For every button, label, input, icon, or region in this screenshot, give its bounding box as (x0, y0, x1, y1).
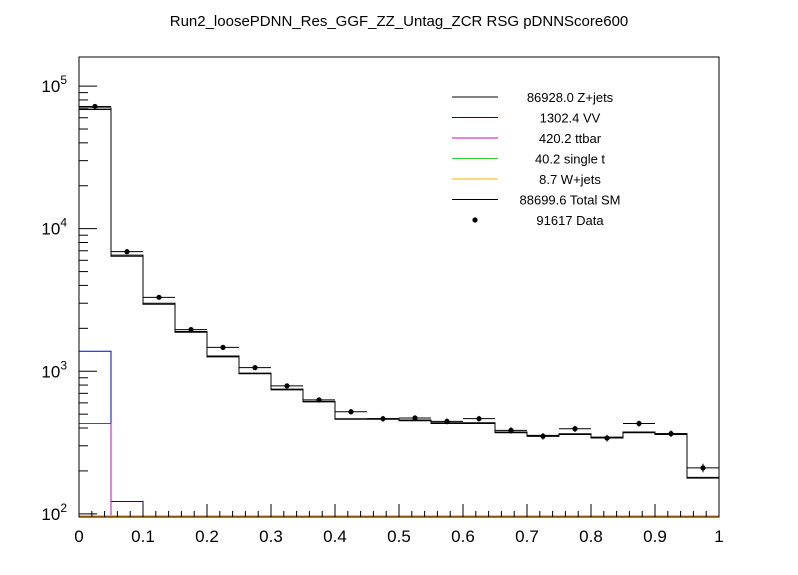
data-point (175, 326, 207, 333)
data-point (431, 418, 463, 425)
y-tick-exponent: 5 (60, 73, 67, 87)
y-tick-base: 10 (41, 220, 60, 239)
x-tick-label: 0.7 (515, 527, 539, 546)
x-tick-label: 0.4 (323, 527, 347, 546)
data-point (623, 420, 655, 427)
legend-entry: 1302.4 VV (452, 111, 601, 126)
legend-entry: 88699.6 Total SM (452, 193, 620, 208)
data-point (559, 425, 591, 432)
data-point (591, 434, 623, 442)
data-point-marker (476, 416, 482, 422)
x-tick-label: 0.1 (131, 527, 155, 546)
legend: 86928.0 Z+jets 1302.4 VV 420.2 ttbar 40.2 s… (452, 90, 620, 228)
data-point-marker (348, 409, 354, 415)
data-point-marker (444, 418, 450, 424)
legend-label: 88699.6 Total SM (520, 193, 621, 208)
data-point (335, 409, 367, 415)
legend-entry: 8.7 W+jets (452, 172, 601, 187)
data-point-marker (92, 103, 98, 110)
legend-label: 86928.0 Z+jets (527, 90, 614, 105)
legend-entry: 420.2 ttbar (452, 131, 602, 146)
data-point-marker (540, 433, 546, 439)
data-point (527, 433, 559, 440)
data-point-marker (380, 416, 386, 422)
data-point-marker (124, 249, 130, 255)
legend-label: 8.7 W+jets (539, 172, 601, 187)
y-tick-exponent: 4 (60, 216, 67, 230)
data-point (111, 249, 143, 255)
legend-entry: 91617 Data (472, 213, 604, 228)
data-point-marker (636, 420, 642, 427)
x-tick-label: 1 (714, 527, 723, 546)
data-point (239, 365, 271, 371)
axis-layer: 0 0.1 0.2 0.3 0.4 0.5 0.6 0.7 0.8 0.9 110210310410… (41, 73, 723, 546)
data-point (207, 344, 239, 350)
y-tick-base: 10 (41, 362, 60, 381)
x-tick-label: 0.2 (195, 527, 219, 546)
data-point (367, 415, 399, 422)
legend-entry: 40.2 single t (452, 152, 605, 167)
legend-entry: 86928.0 Z+jets (452, 90, 614, 105)
data-points-layer (79, 103, 719, 473)
plot-frame (78, 56, 720, 518)
data-point (463, 415, 495, 422)
data-point-marker (604, 435, 610, 441)
data-point-marker (156, 294, 162, 300)
histogram-layer (78, 107, 720, 517)
x-tick-label: 0.8 (579, 527, 603, 546)
y-tick-label: 102 (41, 501, 67, 524)
legend-label: 1302.4 VV (540, 111, 601, 126)
x-tick-label: 0.6 (451, 527, 475, 546)
data-point (271, 383, 303, 389)
data-point-marker (412, 415, 418, 421)
legend-label: 40.2 single t (535, 152, 605, 167)
data-point-marker (284, 383, 290, 389)
y-tick-label: 105 (41, 73, 67, 96)
legend-marker (472, 217, 478, 223)
data-point-marker (700, 465, 706, 471)
data-point-marker (508, 427, 514, 433)
y-tick-label: 103 (41, 358, 67, 381)
data-point (303, 397, 335, 403)
legend-label: 91617 Data (536, 213, 604, 228)
y-tick-label: 104 (41, 216, 67, 239)
data-point (79, 103, 111, 110)
series-ttbar-histogram (78, 423, 112, 517)
data-point-marker (316, 397, 322, 403)
x-tick-label: 0 (74, 527, 83, 546)
data-point (655, 430, 687, 437)
data-point-marker (220, 344, 226, 350)
data-point-marker (668, 431, 674, 437)
data-point (495, 427, 527, 434)
series-total-sm-histogram (78, 107, 720, 517)
y-tick-base: 10 (41, 77, 60, 96)
x-tick-label: 0.3 (259, 527, 283, 546)
data-point (143, 294, 175, 300)
data-point (399, 415, 431, 421)
data-point-marker (572, 426, 578, 432)
data-point (687, 463, 719, 473)
y-tick-exponent: 3 (60, 358, 67, 372)
y-tick-exponent: 2 (60, 501, 67, 515)
chart-title: Run2_loosePDNN_Res_GGF_ZZ_Untag_ZCR RSG … (170, 13, 629, 30)
y-tick-base: 10 (41, 505, 60, 524)
x-tick-label: 0.9 (643, 527, 667, 546)
x-tick-label: 0.5 (387, 527, 411, 546)
data-point-marker (188, 326, 194, 333)
legend-label: 420.2 ttbar (539, 131, 602, 146)
data-point-marker (252, 365, 258, 371)
